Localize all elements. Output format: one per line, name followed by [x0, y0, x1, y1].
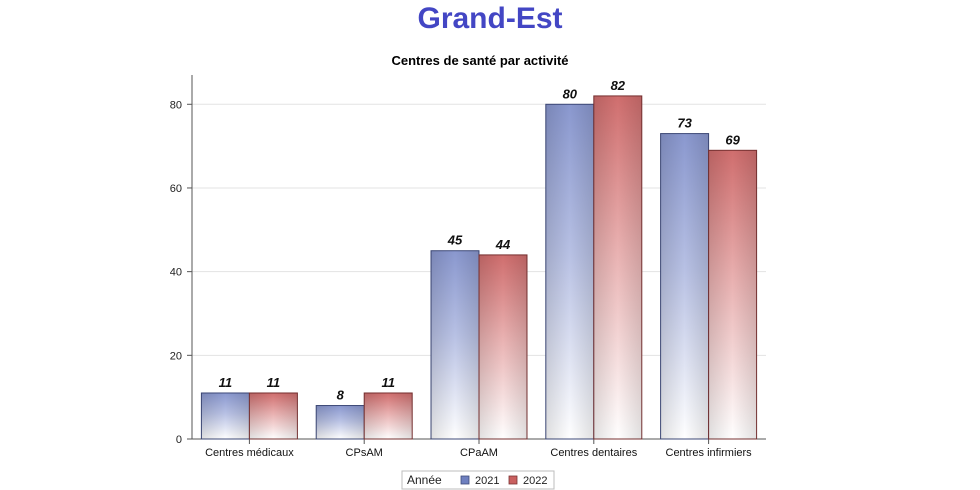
x-tick-label: Centres dentaires [550, 447, 637, 459]
data-label: 11 [381, 375, 395, 390]
legend: Année 2021 2022 [401, 470, 555, 490]
x-tick-label: Centres infirmiers [666, 447, 753, 459]
bar-shading [364, 392, 413, 439]
chart-title: Centres de santé par activité [391, 53, 568, 68]
y-tick-label: 60 [170, 183, 182, 195]
data-label: 73 [677, 116, 692, 131]
bar-shading [431, 250, 479, 439]
y-tick-label: 20 [170, 350, 182, 362]
bar-shading [316, 405, 365, 439]
bar-shading [660, 133, 709, 439]
bar-shading [201, 392, 250, 439]
data-label: 80 [563, 86, 578, 101]
bar-shading [249, 392, 298, 439]
bar-shading [593, 95, 642, 439]
legend-label-2022: 2022 [523, 475, 547, 487]
legend-swatch-2021 [460, 475, 470, 485]
data-label: 11 [267, 375, 281, 390]
bar-shading [708, 150, 757, 439]
page-title: Grand-Est [417, 2, 563, 35]
legend-box [401, 470, 555, 490]
bar-shading [545, 104, 594, 439]
data-label: 45 [447, 233, 463, 248]
data-label: 44 [495, 237, 511, 252]
data-label: 82 [611, 78, 626, 93]
x-tick-label: Centres médicaux [205, 447, 294, 459]
data-label: 11 [219, 375, 233, 390]
legend-title: Année [407, 473, 442, 487]
y-tick-label: 80 [170, 99, 182, 111]
y-tick-label: 0 [176, 434, 182, 446]
data-label: 8 [337, 388, 345, 403]
bar-shading [479, 254, 527, 439]
x-tick-label: CPaAM [460, 447, 498, 459]
data-label: 69 [725, 132, 740, 147]
legend-label-2021: 2021 [475, 475, 499, 487]
x-tick-label: CPsAM [346, 447, 383, 459]
legend-swatch-2022 [508, 475, 518, 485]
y-tick-label: 40 [170, 267, 182, 279]
